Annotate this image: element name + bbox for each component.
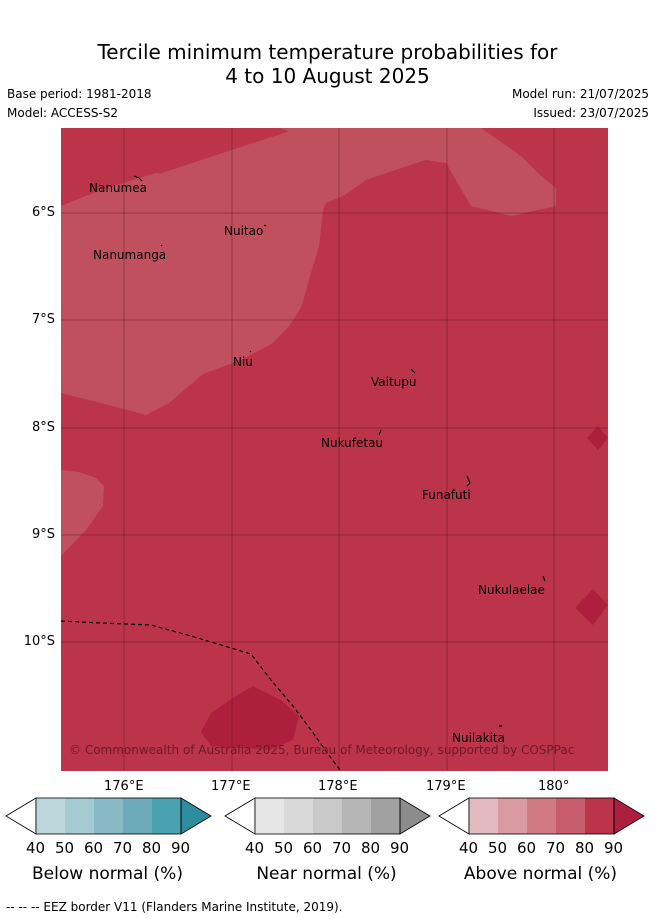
colorbar-above bbox=[438, 797, 645, 835]
island-nanumea bbox=[133, 175, 143, 182]
island-nukufetau bbox=[378, 429, 382, 436]
lat-label: 6°S bbox=[31, 205, 55, 220]
place-label: Funafuti bbox=[422, 488, 471, 502]
colorbar-segment bbox=[255, 798, 284, 834]
colorbar-segment bbox=[469, 798, 498, 834]
place-label: Nanumea bbox=[89, 181, 147, 195]
colorbar-tick-label: 70 bbox=[332, 839, 352, 857]
above-90-region-east-1 bbox=[587, 426, 608, 450]
place-label: Niu bbox=[233, 355, 253, 369]
colorbar-tick-label: 40 bbox=[26, 839, 46, 857]
colorbar-tick-label: 50 bbox=[55, 839, 75, 857]
above-90-region-east-2 bbox=[575, 589, 608, 625]
colorbar-tick-label: 90 bbox=[390, 839, 410, 857]
colorbar-segment bbox=[65, 798, 94, 834]
colorbar-label-above: Above normal (%) bbox=[463, 864, 618, 884]
lat-label: 9°S bbox=[31, 527, 55, 542]
colorbar-segment bbox=[94, 798, 123, 834]
colorbar-extend-low bbox=[438, 797, 470, 835]
lat-label: 10°S bbox=[23, 634, 55, 649]
issued-date: Issued: 23/07/2025 bbox=[533, 106, 649, 120]
colorbar-extend-high bbox=[399, 797, 431, 835]
lat-label: 8°S bbox=[31, 420, 55, 435]
colorbar-outline bbox=[468, 797, 615, 835]
island-nuitao bbox=[263, 224, 267, 227]
colorbar-tick-label: 50 bbox=[488, 839, 508, 857]
above-90-region-south bbox=[201, 686, 299, 750]
island-nukulaelae bbox=[542, 575, 546, 582]
colorbar-segment bbox=[498, 798, 527, 834]
colorbar-tick-label: 60 bbox=[303, 839, 323, 857]
colorbar-extend-low bbox=[5, 797, 37, 835]
probability-map bbox=[61, 128, 608, 771]
eez-border bbox=[61, 620, 342, 771]
above-70-region-main bbox=[61, 128, 556, 415]
colorbar-tick-label: 60 bbox=[84, 839, 104, 857]
above-70-region-west bbox=[61, 470, 104, 556]
colorbar-tick-label: 80 bbox=[361, 839, 381, 857]
lon-label: 179°E bbox=[426, 779, 466, 794]
eez-legend-note: -- -- -- EEZ border V11 (Flanders Marine… bbox=[6, 900, 343, 914]
island-vaitupu bbox=[410, 368, 416, 374]
colorbar-tick-label: 90 bbox=[171, 839, 191, 857]
colorbar-segment bbox=[152, 798, 181, 834]
colorbar-segment bbox=[585, 798, 614, 834]
place-label: Nuilakita bbox=[452, 731, 505, 745]
colorbar-tick-label: 90 bbox=[604, 839, 624, 857]
colorbar-near bbox=[224, 797, 431, 835]
above-70-region-north bbox=[61, 128, 303, 206]
colorbar-tick-label: 60 bbox=[517, 839, 537, 857]
colorbar-outline bbox=[254, 797, 401, 835]
colorbar-outline bbox=[35, 797, 182, 835]
place-label: Nukufetau bbox=[321, 436, 384, 450]
colorbar-segment bbox=[123, 798, 152, 834]
colorbar-tick-label: 40 bbox=[245, 839, 265, 857]
colorbar-segment bbox=[313, 798, 342, 834]
colorbar-tick-label: 80 bbox=[142, 839, 162, 857]
island-niu bbox=[249, 350, 252, 353]
graticule bbox=[61, 128, 608, 771]
colorbar-extend-high bbox=[613, 797, 645, 835]
colorbar-tick-label: 80 bbox=[575, 839, 595, 857]
copyright-notice: © Commonwealth of Australia 2025, Bureau… bbox=[69, 743, 575, 757]
colorbar-tick-label: 40 bbox=[459, 839, 479, 857]
lon-label: 177°E bbox=[211, 779, 251, 794]
model-run: Model run: 21/07/2025 bbox=[511, 87, 649, 101]
lon-label: 176°E bbox=[104, 779, 144, 794]
colorbar-segment bbox=[556, 798, 585, 834]
model-name: Model: ACCESS-S2 bbox=[7, 106, 119, 120]
colorbar-segment bbox=[371, 798, 400, 834]
colorbar-extend-high bbox=[180, 797, 212, 835]
map-title: Tercile minimum temperature probabilitie… bbox=[0, 40, 655, 88]
colorbar-extend-low bbox=[224, 797, 256, 835]
lon-label: 178°E bbox=[318, 779, 358, 794]
lon-label: 180° bbox=[538, 779, 570, 794]
base-period: Base period: 1981-2018 bbox=[7, 87, 152, 101]
colorbar-segment bbox=[527, 798, 556, 834]
place-label: Nuitao bbox=[224, 224, 264, 238]
colorbar-tick-label: 70 bbox=[546, 839, 566, 857]
colorbar-segment bbox=[284, 798, 313, 834]
island-nanumanga bbox=[160, 244, 163, 247]
colorbars bbox=[5, 797, 645, 835]
place-label: Nanumanga bbox=[93, 248, 167, 262]
place-label: Vaitupu bbox=[371, 375, 417, 389]
title-line-2: 4 to 10 August 2025 bbox=[225, 64, 430, 88]
lat-label: 7°S bbox=[31, 312, 55, 327]
island-funafuti bbox=[466, 475, 471, 487]
colorbar-below bbox=[5, 797, 212, 835]
colorbar-label-below: Below normal (%) bbox=[32, 864, 183, 884]
place-label: Nukulaelae bbox=[478, 583, 545, 597]
colorbar-segment bbox=[342, 798, 371, 834]
colorbar-tick-label: 70 bbox=[113, 839, 133, 857]
colorbar-tick-label: 50 bbox=[274, 839, 294, 857]
islands bbox=[133, 175, 546, 727]
colorbar-label-near: Near normal (%) bbox=[256, 864, 397, 884]
title-line-1: Tercile minimum temperature probabilitie… bbox=[97, 40, 558, 64]
colorbar-segment bbox=[36, 798, 65, 834]
